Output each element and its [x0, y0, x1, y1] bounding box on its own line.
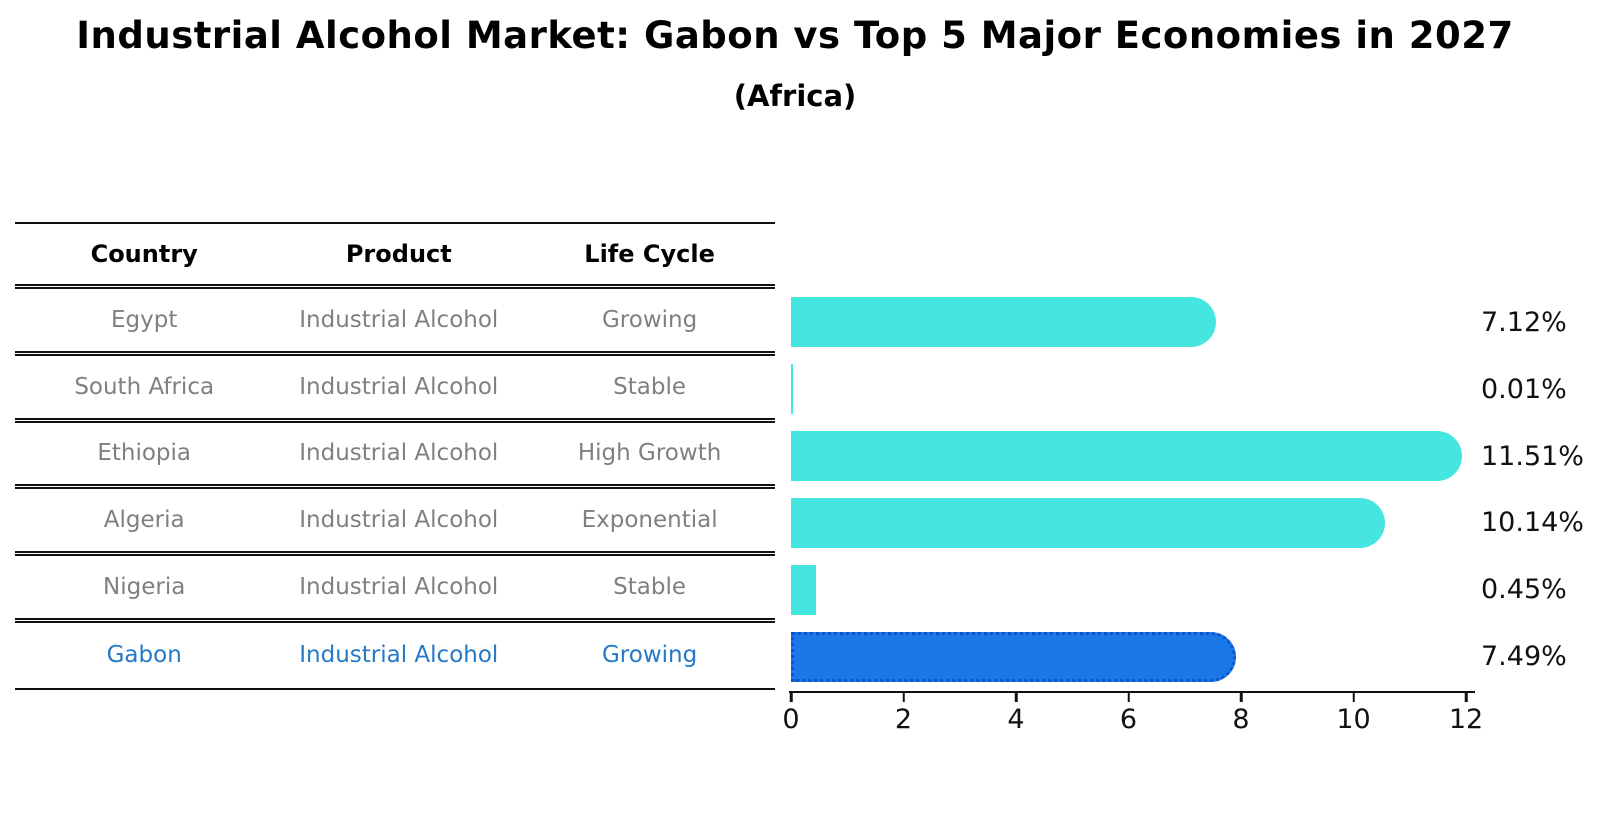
x-axis: 0 2 4 6 8 10 12 — [782, 691, 1483, 751]
value-label-nigeria: 0.45% — [1481, 574, 1567, 606]
bar-row-south-africa: 0.01% — [791, 356, 1604, 423]
bar-nigeria — [791, 564, 817, 615]
table-cell-life-cycle: High Growth — [577, 440, 722, 467]
x-tick-label-0: 0 — [782, 704, 800, 735]
value-label-algeria: 10.14% — [1481, 507, 1584, 539]
x-tick-mark-2 — [902, 693, 905, 702]
table-row-algeria: Algeria Industrial Alcohol Exponential — [15, 489, 775, 557]
x-tick-label-8: 8 — [1232, 704, 1250, 735]
x-tick-mark-6 — [1127, 693, 1130, 702]
bar-egypt — [791, 297, 1216, 348]
x-tick-mark-4 — [1014, 693, 1018, 702]
x-tick-mark-0 — [789, 693, 793, 702]
bar-algeria — [791, 497, 1386, 548]
table-cell-country: Gabon — [106, 642, 182, 669]
x-tick-label-12: 12 — [1448, 704, 1484, 735]
table-cell-country: Egypt — [111, 306, 178, 333]
bar-south-africa — [791, 364, 793, 415]
bar-row-nigeria: 0.45% — [791, 556, 1604, 623]
table-row-gabon: Gabon Industrial Alcohol Growing — [15, 623, 775, 690]
table-cell-life-cycle: Stable — [613, 574, 687, 601]
value-label-ethiopia: 11.51% — [1481, 440, 1584, 472]
table-header-product: Product — [345, 240, 452, 268]
x-tick-label-4: 4 — [1007, 704, 1025, 735]
bar-row-gabon: 7.49% — [791, 623, 1604, 690]
table-cell-product: Industrial Alcohol — [299, 642, 499, 669]
bar-gabon — [791, 631, 1237, 682]
table-cell-life-cycle: Exponential — [581, 507, 718, 534]
x-tick-label-2: 2 — [894, 704, 913, 735]
bar-row-ethiopia: 11.51% — [791, 423, 1604, 490]
table-row-south-africa: South Africa Industrial Alcohol Stable — [15, 356, 775, 423]
page-title: Industrial Alcohol Market: Gabon vs Top … — [76, 14, 1514, 57]
x-tick-mark-12 — [1464, 693, 1468, 702]
table-row-ethiopia: Ethiopia Industrial Alcohol High Growth — [15, 423, 775, 490]
table-cell-product: Industrial Alcohol — [299, 373, 499, 400]
table-row-egypt: Egypt Industrial Alcohol Growing — [15, 289, 775, 356]
table-header-life-cycle: Life Cycle — [584, 240, 715, 268]
bar-row-egypt: 7.12% — [791, 289, 1604, 356]
bar-plot-area: 7.12% 0.01% 11.51% 10.14% 0.45% 7.49% — [791, 289, 1604, 690]
table-cell-life-cycle: Growing — [601, 306, 698, 333]
table-cell-country: South Africa — [74, 373, 215, 400]
table-cell-product: Industrial Alcohol — [299, 306, 499, 333]
table-cell-product: Industrial Alcohol — [299, 440, 499, 467]
x-tick-label-6: 6 — [1119, 704, 1138, 735]
value-label-south-africa: 0.01% — [1481, 373, 1567, 405]
table-cell-product: Industrial Alcohol — [299, 574, 499, 601]
x-tick-mark-10 — [1352, 693, 1355, 702]
table-cell-country: Nigeria — [103, 574, 186, 601]
table-row-nigeria: Nigeria Industrial Alcohol Stable — [15, 556, 775, 623]
value-label-egypt: 7.12% — [1481, 306, 1567, 338]
table-cell-life-cycle: Growing — [601, 642, 698, 669]
x-tick-label-10: 10 — [1336, 704, 1371, 735]
table-cell-country: Algeria — [103, 507, 185, 534]
table-cell-product: Industrial Alcohol — [299, 507, 499, 534]
table-header-country: Country — [90, 240, 198, 268]
table-header-row: Country Product Life Cycle — [15, 222, 775, 289]
page-subtitle: (Africa) — [733, 79, 857, 113]
bar-row-algeria: 10.14% — [791, 489, 1604, 556]
table-cell-country: Ethiopia — [97, 440, 192, 467]
bar-ethiopia — [791, 431, 1463, 482]
table-cell-life-cycle: Stable — [613, 373, 687, 400]
value-label-gabon: 7.49% — [1481, 641, 1567, 673]
country-table: Country Product Life Cycle Egypt Industri… — [15, 222, 775, 690]
country-table-body: Egypt Industrial Alcohol Growing South Afri… — [15, 289, 775, 690]
x-tick-mark-8 — [1239, 693, 1243, 702]
